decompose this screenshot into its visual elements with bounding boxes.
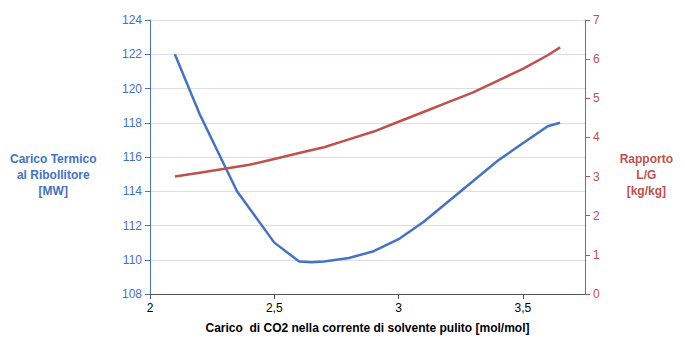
svg-text:110: 110: [123, 253, 142, 267]
svg-text:4: 4: [593, 130, 600, 144]
svg-text:0: 0: [593, 287, 600, 301]
svg-text:Carico di CO2 nella corrente: Carico di CO2 nella corrente di solvente…: [205, 321, 529, 335]
svg-text:116: 116: [123, 150, 142, 164]
svg-text:2: 2: [593, 209, 600, 223]
svg-text:7: 7: [593, 13, 600, 27]
svg-text:114: 114: [123, 184, 142, 198]
svg-text:5: 5: [593, 91, 600, 105]
svg-text:Rapporto: Rapporto: [620, 152, 673, 166]
svg-text:2,5: 2,5: [266, 301, 283, 315]
svg-text:[kg/kg]: [kg/kg]: [627, 184, 666, 198]
svg-text:6: 6: [593, 52, 600, 66]
svg-text:[MW]: [MW]: [39, 184, 68, 198]
svg-text:1: 1: [593, 248, 600, 262]
svg-text:Carico Termico: Carico Termico: [10, 152, 96, 166]
svg-text:112: 112: [123, 219, 142, 233]
svg-text:120: 120: [122, 82, 142, 96]
svg-text:L/G: L/G: [636, 168, 656, 182]
svg-text:3: 3: [593, 170, 600, 184]
svg-text:3,5: 3,5: [515, 301, 532, 315]
svg-text:3: 3: [395, 301, 402, 315]
svg-text:118: 118: [123, 116, 142, 130]
svg-text:2: 2: [147, 301, 154, 315]
svg-text:124: 124: [122, 13, 142, 27]
svg-text:108: 108: [122, 287, 142, 301]
svg-text:al Ribollitore: al Ribollitore: [17, 168, 90, 182]
svg-text:122: 122: [122, 47, 142, 61]
